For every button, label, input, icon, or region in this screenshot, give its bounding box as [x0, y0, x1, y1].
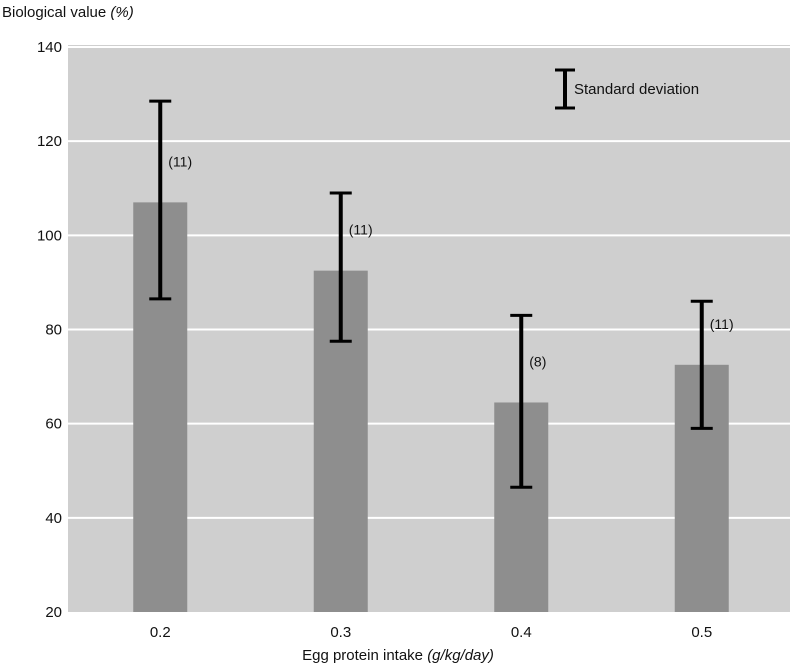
y-axis-title: Biological value (%) [2, 4, 134, 21]
x-tick-label: 0.5 [691, 624, 712, 641]
x-axis-label: Egg protein intake [302, 647, 424, 664]
y-tick-label: 40 [45, 510, 62, 527]
y-tick-label: 60 [45, 416, 62, 433]
gridlines [68, 46, 790, 519]
x-axis-title: Egg protein intake (g/kg/day) [0, 647, 796, 664]
y-axis-unit: (%) [110, 4, 134, 21]
y-tick-label: 140 [37, 39, 62, 56]
error-bars [149, 99, 713, 489]
sample-size-label: (11) [349, 222, 373, 238]
sample-size-label: (11) [168, 153, 192, 169]
legend-label: Standard deviation [574, 81, 699, 98]
sample-size-label: (11) [710, 316, 734, 332]
y-tick-label: 20 [45, 604, 62, 621]
x-tick-label: 0.3 [330, 624, 351, 641]
sample-size-label: (8) [529, 353, 546, 369]
y-tick-label: 80 [45, 322, 62, 339]
y-axis-ticks: 20 40 60 80 100 120 140 [37, 39, 62, 621]
x-tick-label: 0.4 [511, 624, 532, 641]
y-tick-label: 120 [37, 133, 62, 150]
x-tick-label: 0.2 [150, 624, 171, 641]
legend: Standard deviation [555, 68, 699, 110]
sample-size-labels: (11) (11) (8) (11) [168, 153, 733, 369]
y-axis-label: Biological value [2, 4, 107, 21]
x-axis-ticks: 0.2 0.3 0.4 0.5 [150, 624, 712, 641]
y-tick-label: 100 [37, 227, 62, 244]
x-axis-unit: (g/kg/day) [427, 647, 494, 664]
